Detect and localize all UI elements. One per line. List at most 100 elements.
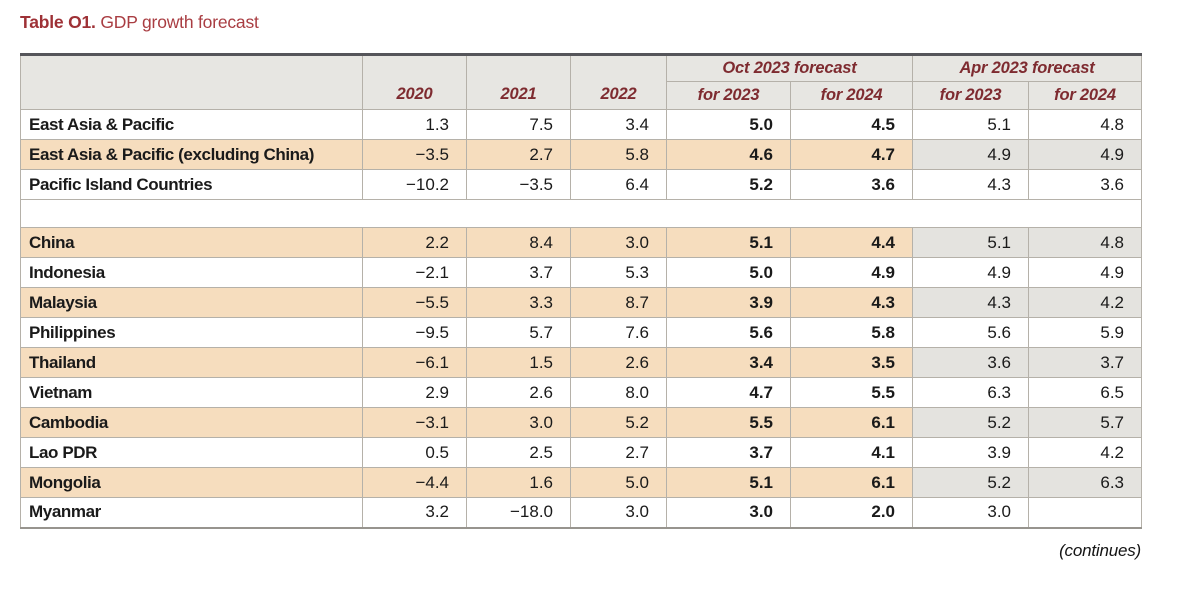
cell-apr-2024: 3.7 xyxy=(1028,347,1142,378)
cell-apr-2024: 3.6 xyxy=(1028,169,1142,200)
cell-2022: 5.2 xyxy=(570,407,667,438)
cell-apr-2024 xyxy=(1028,497,1142,528)
cell-2021: −18.0 xyxy=(466,497,571,528)
table-row: Pacific Island Countries −10.2 −3.5 6.4 … xyxy=(20,169,1142,200)
table-row: Cambodia −3.1 3.0 5.2 5.5 6.1 5.2 5.7 xyxy=(20,407,1142,438)
cell-oct-2023: 3.7 xyxy=(666,437,791,468)
cell-2021: 1.6 xyxy=(466,467,571,498)
row-label: East Asia & Pacific xyxy=(20,109,363,140)
table-row: Myanmar 3.2 −18.0 3.0 3.0 2.0 3.0 xyxy=(20,497,1142,528)
cell-oct-2024: 4.7 xyxy=(790,139,913,170)
cell-apr-2024: 4.2 xyxy=(1028,287,1142,318)
row-label: Philippines xyxy=(20,317,363,348)
cell-oct-2023: 3.0 xyxy=(666,497,791,528)
table-row: Indonesia −2.1 3.7 5.3 5.0 4.9 4.9 4.9 xyxy=(20,257,1142,288)
cell-apr-2024: 4.9 xyxy=(1028,257,1142,288)
col-header-2020: 2020 xyxy=(362,54,467,110)
cell-2020: −9.5 xyxy=(362,317,467,348)
table-title-text: GDP growth forecast xyxy=(100,12,259,32)
table-title: Table O1. GDP growth forecast xyxy=(20,12,259,33)
cell-2021: 2.5 xyxy=(466,437,571,468)
col-header-apr-for-2024: for 2024 xyxy=(1028,81,1142,110)
gdp-forecast-table-wrap: 2020 2021 2022 Oct 2023 forecast Apr 202… xyxy=(20,53,1142,529)
cell-2021: 3.0 xyxy=(466,407,571,438)
cell-2021: 3.3 xyxy=(466,287,571,318)
row-label: China xyxy=(20,227,363,258)
col-header-oct-for-2024: for 2024 xyxy=(790,81,913,110)
cell-2020: −10.2 xyxy=(362,169,467,200)
col-group-apr-2023-forecast: Apr 2023 forecast xyxy=(912,54,1142,82)
cell-apr-2023: 4.3 xyxy=(912,287,1029,318)
spacer-row xyxy=(20,199,1142,228)
table-row: China 2.2 8.4 3.0 5.1 4.4 5.1 4.8 xyxy=(20,227,1142,258)
cell-apr-2023: 4.9 xyxy=(912,257,1029,288)
cell-2022: 8.7 xyxy=(570,287,667,318)
col-header-oct-for-2023: for 2023 xyxy=(666,81,791,110)
cell-2021: 5.7 xyxy=(466,317,571,348)
col-group-oct-2023-forecast: Oct 2023 forecast xyxy=(666,54,913,82)
cell-2020: −3.5 xyxy=(362,139,467,170)
cell-apr-2024: 6.5 xyxy=(1028,377,1142,408)
cell-apr-2024: 4.8 xyxy=(1028,109,1142,140)
cell-oct-2023: 5.0 xyxy=(666,109,791,140)
cell-apr-2023: 4.3 xyxy=(912,169,1029,200)
cell-oct-2024: 6.1 xyxy=(790,407,913,438)
cell-apr-2023: 5.2 xyxy=(912,467,1029,498)
table-title-number: Table O1. xyxy=(20,12,96,32)
cell-oct-2024: 5.5 xyxy=(790,377,913,408)
cell-oct-2023: 5.0 xyxy=(666,257,791,288)
cell-oct-2023: 5.1 xyxy=(666,467,791,498)
cell-2021: 7.5 xyxy=(466,109,571,140)
cell-apr-2023: 4.9 xyxy=(912,139,1029,170)
cell-2020: 0.5 xyxy=(362,437,467,468)
cell-2020: −4.4 xyxy=(362,467,467,498)
table-row: Thailand −6.1 1.5 2.6 3.4 3.5 3.6 3.7 xyxy=(20,347,1142,378)
table-row: Vietnam 2.9 2.6 8.0 4.7 5.5 6.3 6.5 xyxy=(20,377,1142,408)
table-row: East Asia & Pacific 1.3 7.5 3.4 5.0 4.5 … xyxy=(20,109,1142,140)
cell-2021: 2.6 xyxy=(466,377,571,408)
table-row: Lao PDR 0.5 2.5 2.7 3.7 4.1 3.9 4.2 xyxy=(20,437,1142,468)
cell-oct-2023: 5.6 xyxy=(666,317,791,348)
spacer-cell xyxy=(20,199,1142,228)
cell-apr-2023: 3.9 xyxy=(912,437,1029,468)
cell-oct-2023: 5.1 xyxy=(666,227,791,258)
cell-apr-2023: 5.6 xyxy=(912,317,1029,348)
cell-2020: 3.2 xyxy=(362,497,467,528)
cell-oct-2024: 4.3 xyxy=(790,287,913,318)
row-label: Pacific Island Countries xyxy=(20,169,363,200)
cell-oct-2024: 4.1 xyxy=(790,437,913,468)
row-label: Thailand xyxy=(20,347,363,378)
cell-apr-2024: 4.9 xyxy=(1028,139,1142,170)
cell-oct-2023: 5.2 xyxy=(666,169,791,200)
cell-apr-2023: 6.3 xyxy=(912,377,1029,408)
cell-2020: −5.5 xyxy=(362,287,467,318)
continues-note: (continues) xyxy=(1059,541,1141,560)
cell-oct-2023: 3.9 xyxy=(666,287,791,318)
cell-2021: 2.7 xyxy=(466,139,571,170)
cell-oct-2024: 3.5 xyxy=(790,347,913,378)
cell-apr-2023: 5.1 xyxy=(912,109,1029,140)
table-row: Mongolia −4.4 1.6 5.0 5.1 6.1 5.2 6.3 xyxy=(20,467,1142,498)
cell-2022: 5.0 xyxy=(570,467,667,498)
cell-2022: 2.6 xyxy=(570,347,667,378)
row-label: Vietnam xyxy=(20,377,363,408)
cell-2022: 2.7 xyxy=(570,437,667,468)
cell-oct-2023: 3.4 xyxy=(666,347,791,378)
cell-apr-2023: 3.0 xyxy=(912,497,1029,528)
cell-oct-2024: 4.4 xyxy=(790,227,913,258)
header-row-sub: for 2023 for 2024 for 2023 for 2024 xyxy=(21,81,1142,110)
gdp-forecast-table: 2020 2021 2022 Oct 2023 forecast Apr 202… xyxy=(20,53,1142,529)
cell-apr-2023: 5.2 xyxy=(912,407,1029,438)
row-label: Cambodia xyxy=(20,407,363,438)
row-label: Myanmar xyxy=(20,497,363,528)
cell-2021: 1.5 xyxy=(466,347,571,378)
cell-oct-2024: 4.9 xyxy=(790,257,913,288)
table-row: Malaysia −5.5 3.3 8.7 3.9 4.3 4.3 4.2 xyxy=(20,287,1142,318)
cell-apr-2024: 4.8 xyxy=(1028,227,1142,258)
cell-2022: 3.0 xyxy=(570,497,667,528)
cell-2022: 6.4 xyxy=(570,169,667,200)
cell-2022: 3.4 xyxy=(570,109,667,140)
cell-oct-2024: 4.5 xyxy=(790,109,913,140)
cell-2020: 1.3 xyxy=(362,109,467,140)
